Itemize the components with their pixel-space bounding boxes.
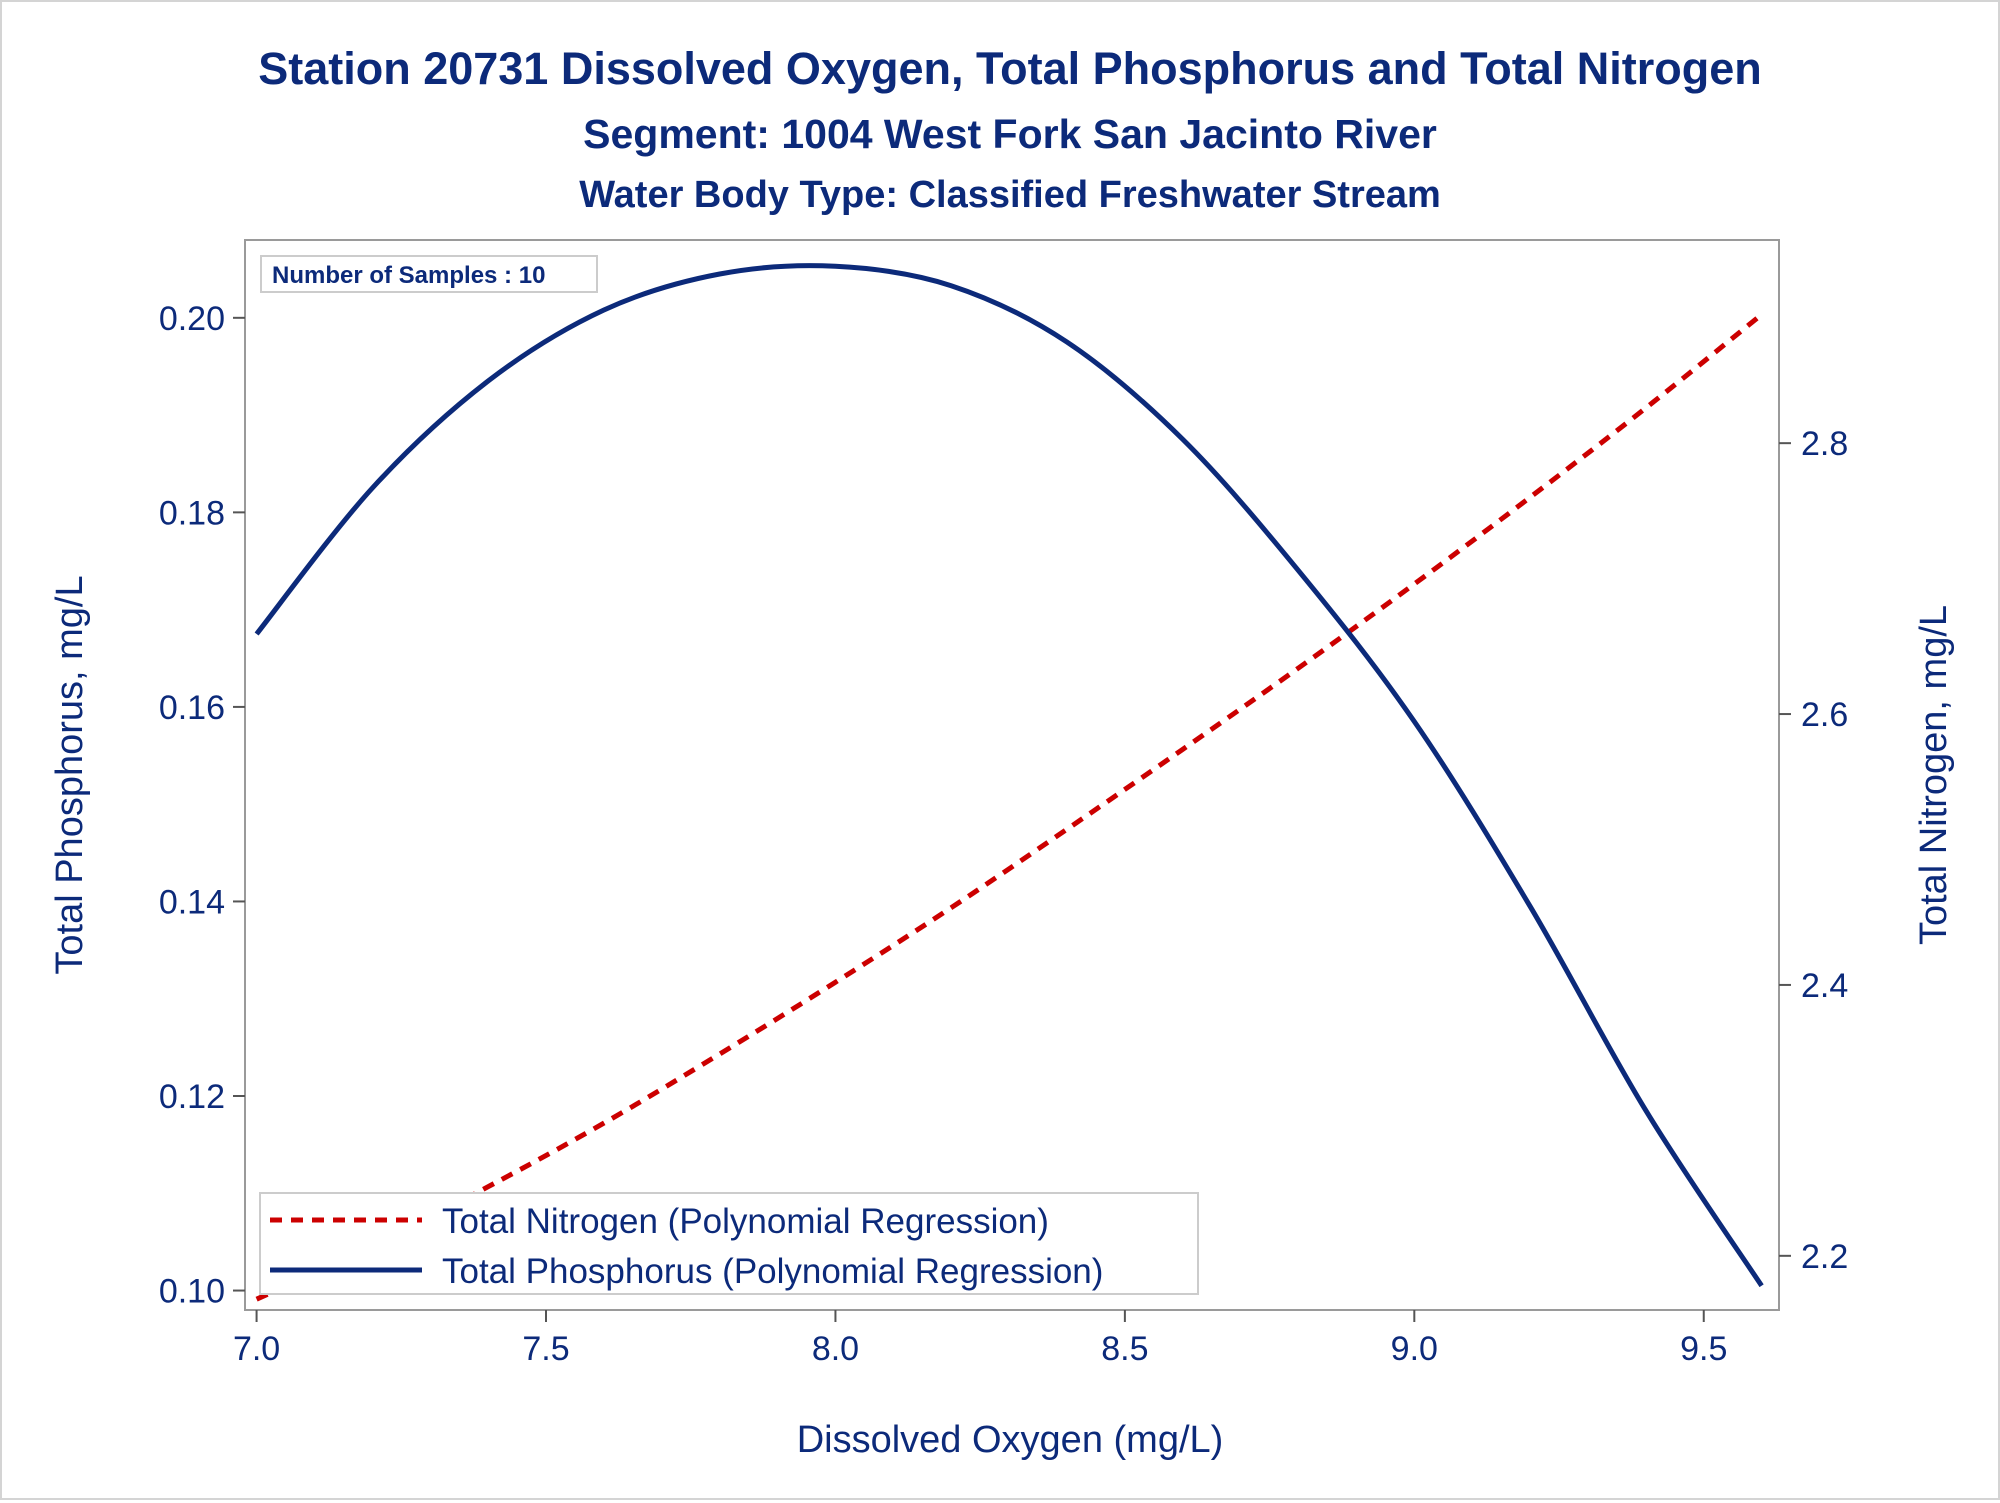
y-tick-label: 0.12 <box>159 1078 225 1116</box>
y-axis: 0.10 0.12 0.14 0.16 0.18 0.20 <box>159 300 245 1311</box>
legend-label-nitrogen: Total Nitrogen (Polynomial Regression) <box>442 1202 1049 1241</box>
plot-area <box>244 239 1780 1311</box>
x-axis: 7.0 7.5 8.0 8.5 9.0 9.5 <box>233 1310 1727 1368</box>
y-tick-label: 0.10 <box>159 1273 225 1311</box>
y-tick-label: 0.20 <box>159 300 225 338</box>
x-tick-label: 8.0 <box>812 1330 859 1368</box>
chart-subtitle-2: Water Body Type: Classified Freshwater S… <box>579 174 1441 216</box>
y-tick-label: 0.16 <box>159 689 225 727</box>
legend: Total Nitrogen (Polynomial Regression) T… <box>259 1192 1199 1295</box>
x-tick-label: 7.0 <box>233 1330 280 1368</box>
series-line-total-nitrogen <box>255 312 1764 1302</box>
y2-tick-label: 2.2 <box>1801 1238 1848 1276</box>
chart-subtitle: Segment: 1004 West Fork San Jacinto Rive… <box>583 111 1437 157</box>
y2-axis: 2.2 2.4 2.6 2.8 <box>1779 425 1848 1276</box>
y2-tick-label: 2.4 <box>1801 967 1848 1005</box>
y-tick-label: 0.14 <box>159 883 225 921</box>
y-tick-label: 0.18 <box>159 494 225 532</box>
x-tick-label: 9.0 <box>1391 1330 1438 1368</box>
sample-note-text: Number of Samples : 10 <box>272 262 545 289</box>
y-axis-label: Total Phosphorus, mg/L <box>49 575 91 974</box>
x-axis-label: Dissolved Oxygen (mg/L) <box>797 1419 1224 1461</box>
y2-axis-label: Total Nitrogen, mg/L <box>1913 605 1955 945</box>
x-tick-label: 9.5 <box>1680 1330 1727 1368</box>
x-tick-label: 7.5 <box>522 1330 569 1368</box>
y2-tick-label: 2.8 <box>1801 425 1848 463</box>
legend-label-phosphorus: Total Phosphorus (Polynomial Regression) <box>442 1252 1103 1291</box>
x-tick-label: 8.5 <box>1101 1330 1148 1368</box>
series-layer <box>254 263 1764 1302</box>
series-line-total-phosphorus <box>254 263 1764 1288</box>
sample-note: Number of Samples : 10 <box>260 255 598 293</box>
sample-note-box <box>260 255 598 293</box>
y2-tick-label: 2.6 <box>1801 696 1848 734</box>
legend-box <box>259 1192 1199 1295</box>
chart-title: Station 20731 Dissolved Oxygen, Total Ph… <box>258 43 1762 94</box>
